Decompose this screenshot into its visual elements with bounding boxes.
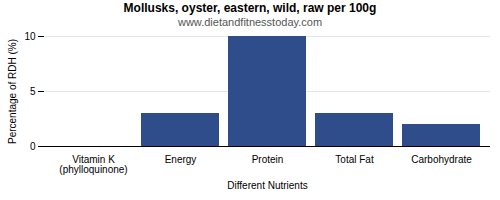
svg-text:10: 10 bbox=[24, 31, 36, 42]
svg-text:Vitamin K(phylloquinone): Vitamin K(phylloquinone) bbox=[59, 154, 127, 175]
html-text:www.dietandfitnesstoday.com: www.dietandfitnesstoday.com bbox=[178, 15, 322, 28]
svg-text:Percentage of RDH (%): Percentage of RDH (%) bbox=[7, 39, 18, 144]
svg-text:Carbohydrate: Carbohydrate bbox=[411, 154, 472, 165]
svg-text:0: 0 bbox=[30, 141, 36, 152]
svg-text:Total Fat: Total Fat bbox=[335, 154, 374, 165]
svg-text:5: 5 bbox=[30, 86, 36, 97]
svg-text:Energy: Energy bbox=[165, 154, 197, 165]
html-text:Mollusks, oyster, eastern, wil: Mollusks, oyster, eastern, wild, raw per… bbox=[123, 1, 377, 15]
svg-text:Protein: Protein bbox=[252, 154, 284, 165]
svg-text:Different Nutrients: Different Nutrients bbox=[227, 180, 307, 191]
